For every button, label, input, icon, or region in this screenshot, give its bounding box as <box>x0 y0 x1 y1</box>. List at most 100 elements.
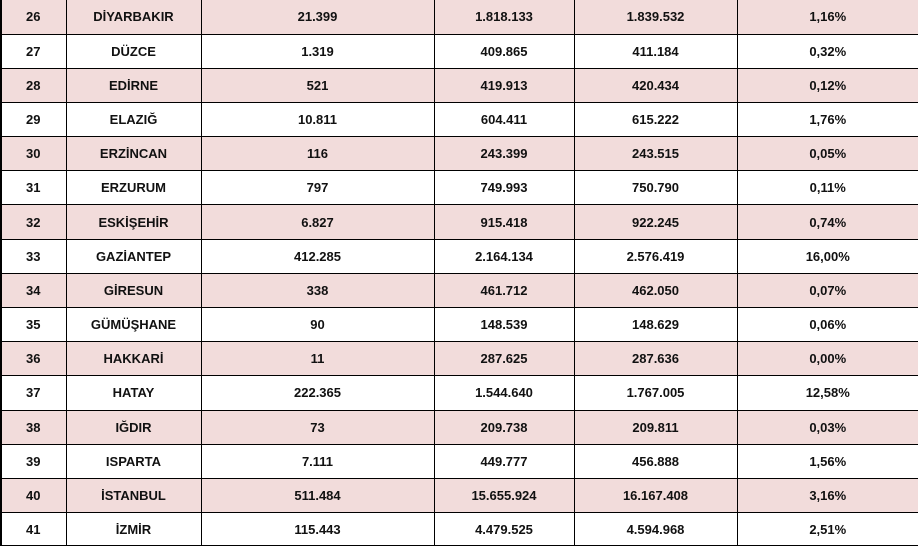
total-value: 615.222 <box>573 101 738 138</box>
province-name: HATAY <box>65 375 202 411</box>
percent-value: 1,56% <box>736 443 918 479</box>
percent-value: 1,16% <box>736 0 918 35</box>
total-value: 462.050 <box>573 272 738 309</box>
row-number: 38 <box>0 409 67 445</box>
row-number: 40 <box>0 477 67 514</box>
province-name: ISPARTA <box>65 443 202 479</box>
col-b-value: 209.738 <box>433 409 575 445</box>
col-a-value: 338 <box>200 272 435 309</box>
col-a-value: 21.399 <box>200 0 435 35</box>
table-row: 35 GÜMÜŞHANE 90 148.539 148.629 0,06% <box>0 306 918 343</box>
table-row: 26 DİYARBAKIR 21.399 1.818.133 1.839.532… <box>0 0 918 35</box>
row-number: 37 <box>0 375 67 411</box>
province-name: İZMİR <box>65 512 202 547</box>
col-b-value: 449.777 <box>433 443 575 479</box>
percent-value: 0,03% <box>736 409 918 445</box>
total-value: 243.515 <box>573 136 738 172</box>
table-row: 31 ERZURUM 797 749.993 750.790 0,11% <box>0 170 918 206</box>
table-row: 38 IĞDIR 73 209.738 209.811 0,03% <box>0 409 918 445</box>
col-a-value: 10.811 <box>200 101 435 138</box>
col-b-value: 915.418 <box>433 204 575 240</box>
row-number: 30 <box>0 136 67 172</box>
table-row: 29 ELAZIĞ 10.811 604.411 615.222 1,76% <box>0 101 918 138</box>
col-a-value: 116 <box>200 136 435 172</box>
col-b-value: 243.399 <box>433 136 575 172</box>
col-a-value: 73 <box>200 409 435 445</box>
col-b-value: 15.655.924 <box>433 477 575 514</box>
row-number: 41 <box>0 512 67 547</box>
table-row: 39 ISPARTA 7.111 449.777 456.888 1,56% <box>0 443 918 479</box>
row-number: 27 <box>0 33 67 69</box>
percent-value: 0,74% <box>736 204 918 240</box>
percent-value: 12,58% <box>736 375 918 411</box>
col-b-value: 419.913 <box>433 67 575 103</box>
total-value: 1.839.532 <box>573 0 738 35</box>
total-value: 420.434 <box>573 67 738 103</box>
row-number: 26 <box>0 0 67 35</box>
province-name: DİYARBAKIR <box>65 0 202 35</box>
province-name: DÜZCE <box>65 33 202 69</box>
row-number: 36 <box>0 341 67 377</box>
percent-value: 0,11% <box>736 170 918 206</box>
col-a-value: 222.365 <box>200 375 435 411</box>
province-name: IĞDIR <box>65 409 202 445</box>
row-number: 35 <box>0 306 67 343</box>
row-number: 31 <box>0 170 67 206</box>
province-name: ESKİŞEHİR <box>65 204 202 240</box>
col-b-value: 287.625 <box>433 341 575 377</box>
total-value: 2.576.419 <box>573 238 738 274</box>
col-b-value: 148.539 <box>433 306 575 343</box>
row-number: 28 <box>0 67 67 103</box>
col-b-value: 604.411 <box>433 101 575 138</box>
total-value: 148.629 <box>573 306 738 343</box>
percent-value: 0,00% <box>736 341 918 377</box>
row-number: 29 <box>0 101 67 138</box>
province-name: ERZİNCAN <box>65 136 202 172</box>
table-row: 30 ERZİNCAN 116 243.399 243.515 0,05% <box>0 136 918 172</box>
table-row: 33 GAZİANTEP 412.285 2.164.134 2.576.419… <box>0 238 918 274</box>
percent-value: 1,76% <box>736 101 918 138</box>
col-a-value: 90 <box>200 306 435 343</box>
col-a-value: 115.443 <box>200 512 435 547</box>
table-row: 36 HAKKARİ 11 287.625 287.636 0,00% <box>0 341 918 377</box>
province-name: GÜMÜŞHANE <box>65 306 202 343</box>
total-value: 16.167.408 <box>573 477 738 514</box>
row-number: 34 <box>0 272 67 309</box>
province-name: GİRESUN <box>65 272 202 309</box>
percent-value: 2,51% <box>736 512 918 547</box>
col-b-value: 749.993 <box>433 170 575 206</box>
table-row: 28 EDİRNE 521 419.913 420.434 0,12% <box>0 67 918 103</box>
col-a-value: 521 <box>200 67 435 103</box>
col-a-value: 11 <box>200 341 435 377</box>
col-b-value: 1.544.640 <box>433 375 575 411</box>
row-number: 32 <box>0 204 67 240</box>
province-name: İSTANBUL <box>65 477 202 514</box>
total-value: 750.790 <box>573 170 738 206</box>
total-value: 4.594.968 <box>573 512 738 547</box>
col-a-value: 1.319 <box>200 33 435 69</box>
percent-value: 0,12% <box>736 67 918 103</box>
province-name: ERZURUM <box>65 170 202 206</box>
province-name: HAKKARİ <box>65 341 202 377</box>
total-value: 209.811 <box>573 409 738 445</box>
table-row: 40 İSTANBUL 511.484 15.655.924 16.167.40… <box>0 477 918 514</box>
province-name: EDİRNE <box>65 67 202 103</box>
table-row: 41 İZMİR 115.443 4.479.525 4.594.968 2,5… <box>0 512 918 547</box>
percent-value: 0,05% <box>736 136 918 172</box>
col-b-value: 409.865 <box>433 33 575 69</box>
percent-value: 0,07% <box>736 272 918 309</box>
col-a-value: 412.285 <box>200 238 435 274</box>
percent-value: 3,16% <box>736 477 918 514</box>
percent-value: 16,00% <box>736 238 918 274</box>
col-a-value: 6.827 <box>200 204 435 240</box>
col-b-value: 1.818.133 <box>433 0 575 35</box>
row-number: 39 <box>0 443 67 479</box>
table-row: 37 HATAY 222.365 1.544.640 1.767.005 12,… <box>0 375 918 411</box>
table-row: 32 ESKİŞEHİR 6.827 915.418 922.245 0,74% <box>0 204 918 240</box>
col-a-value: 7.111 <box>200 443 435 479</box>
total-value: 287.636 <box>573 341 738 377</box>
total-value: 922.245 <box>573 204 738 240</box>
province-name: GAZİANTEP <box>65 238 202 274</box>
